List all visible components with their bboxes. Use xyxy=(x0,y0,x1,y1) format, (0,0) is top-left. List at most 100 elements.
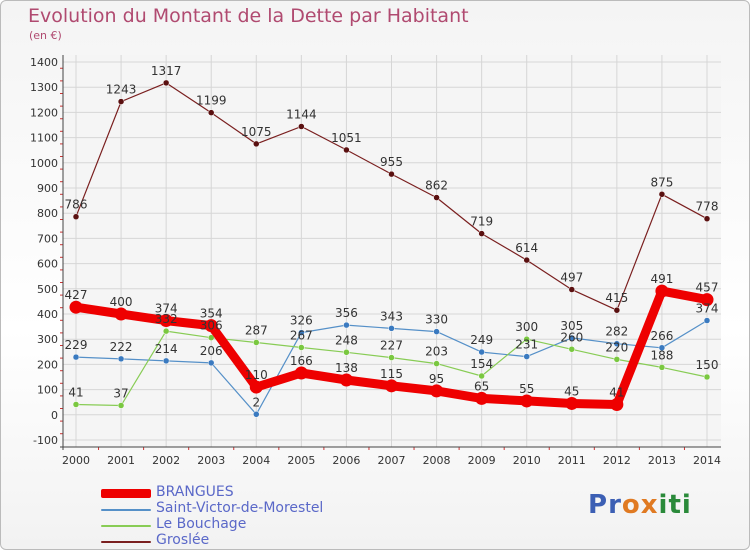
y-tick-label: 700 xyxy=(37,232,58,245)
data-label: 374 xyxy=(696,302,719,316)
x-tick-label: 2006 xyxy=(332,454,360,467)
data-point xyxy=(613,306,621,314)
x-tick-label: 2002 xyxy=(152,454,180,467)
legend-swatch xyxy=(101,509,151,511)
y-tick-label: 300 xyxy=(37,333,58,346)
chart-title: Evolution du Montant de la Dette par Hab… xyxy=(28,5,469,27)
x-tick-label: 2004 xyxy=(242,454,270,467)
data-point xyxy=(703,317,711,324)
data-point xyxy=(298,123,305,130)
data-point xyxy=(388,170,395,178)
data-label: 115 xyxy=(380,367,403,381)
data-label: 862 xyxy=(425,179,448,193)
logo-letter: o xyxy=(621,490,641,520)
data-label: 220 xyxy=(605,340,628,354)
data-point xyxy=(294,366,308,380)
data-point xyxy=(343,349,350,356)
data-label: 305 xyxy=(560,319,583,333)
data-label: 150 xyxy=(696,358,719,372)
data-label: 778 xyxy=(696,200,719,214)
y-tick-label: 100 xyxy=(37,384,58,397)
data-label: 37 xyxy=(113,386,128,400)
legend-label: Groslée xyxy=(156,532,210,548)
data-label: 326 xyxy=(290,314,313,328)
data-label: 206 xyxy=(200,344,223,358)
data-point xyxy=(385,379,398,393)
data-point xyxy=(478,230,485,237)
data-label: 400 xyxy=(110,295,133,309)
logo-letter: t xyxy=(668,490,682,520)
y-tick-label: 1200 xyxy=(30,106,58,119)
data-label: 955 xyxy=(380,155,403,169)
data-point xyxy=(478,372,485,380)
y-tick-label: 1100 xyxy=(30,132,58,145)
data-label: 343 xyxy=(380,309,403,323)
data-point xyxy=(610,397,624,411)
data-label: 1243 xyxy=(106,83,137,97)
data-point xyxy=(703,373,711,381)
data-label: 2 xyxy=(252,395,260,409)
data-point xyxy=(433,328,440,335)
legend-label: BRANGUES xyxy=(156,484,234,500)
data-point xyxy=(430,384,444,398)
data-label: 1051 xyxy=(331,131,362,145)
y-tick-label: 400 xyxy=(37,308,58,321)
data-label: 1199 xyxy=(196,94,227,108)
data-point xyxy=(658,344,666,352)
x-tick-label: 2000 xyxy=(62,454,90,467)
data-label: 332 xyxy=(155,312,178,326)
x-tick-label: 2003 xyxy=(197,454,225,467)
data-point xyxy=(478,348,485,356)
data-point xyxy=(117,98,125,105)
data-label: 188 xyxy=(650,348,673,362)
data-label: 330 xyxy=(425,313,448,327)
data-label: 719 xyxy=(470,215,493,229)
data-point xyxy=(72,401,80,408)
data-label: 427 xyxy=(65,288,88,302)
data-label: 354 xyxy=(200,307,223,321)
data-point xyxy=(703,215,711,222)
data-label: 786 xyxy=(65,198,88,212)
data-label: 203 xyxy=(425,345,448,359)
data-point xyxy=(658,191,666,198)
data-point xyxy=(159,314,173,328)
data-point xyxy=(433,360,440,367)
data-point xyxy=(117,355,125,363)
data-label: 614 xyxy=(515,241,538,255)
data-label: 497 xyxy=(560,271,583,285)
data-label: 55 xyxy=(519,382,534,396)
data-point xyxy=(565,396,579,410)
data-label: 41 xyxy=(609,385,624,399)
data-point xyxy=(162,79,170,87)
data-label: 231 xyxy=(515,338,538,352)
legend-label: Le Bouchage xyxy=(156,516,247,532)
data-point xyxy=(568,334,576,342)
data-point xyxy=(523,256,530,264)
x-tick-label: 2005 xyxy=(287,454,315,467)
data-label: 154 xyxy=(470,357,493,371)
data-label: 248 xyxy=(335,333,358,347)
x-tick-label: 2013 xyxy=(648,454,676,467)
data-label: 41 xyxy=(68,385,83,399)
data-label: 229 xyxy=(65,338,88,352)
data-label: 1075 xyxy=(241,125,272,139)
data-point xyxy=(72,213,80,220)
data-point xyxy=(204,319,218,333)
logo-letter: x xyxy=(640,490,659,520)
data-label: 374 xyxy=(155,302,178,316)
data-label: 222 xyxy=(110,340,133,354)
data-label: 356 xyxy=(335,306,358,320)
x-tick-label: 2012 xyxy=(603,454,631,467)
data-label: 282 xyxy=(605,325,628,339)
data-label: 227 xyxy=(380,339,403,353)
data-label: 266 xyxy=(650,329,673,343)
y-tick-label: 1400 xyxy=(30,56,58,69)
logo-letter: r xyxy=(608,490,622,520)
data-label: 45 xyxy=(564,384,579,398)
data-label: 267 xyxy=(290,329,313,343)
data-label: 166 xyxy=(290,354,313,368)
data-point xyxy=(253,411,260,418)
data-label: 300 xyxy=(515,320,538,334)
legend-label: Saint-Victor-de-Morestel xyxy=(156,500,324,516)
y-tick-label: 1000 xyxy=(30,157,58,170)
